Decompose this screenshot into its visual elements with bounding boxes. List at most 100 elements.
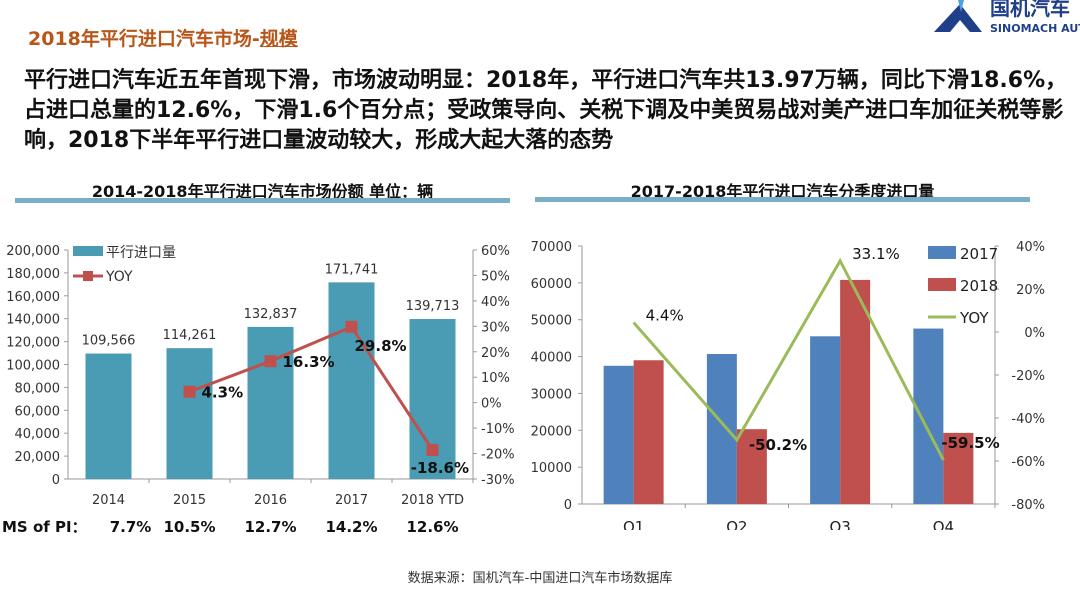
- bar-2017-Q4: [913, 328, 944, 504]
- x-tick-label: Q1: [623, 518, 644, 530]
- y-tick-label: 20,000: [15, 450, 61, 465]
- bar-2015: [166, 348, 213, 479]
- y2-tick-label: 40%: [481, 295, 510, 310]
- ms-value: 14.2%: [325, 518, 377, 536]
- y-tick-label: 140,000: [6, 313, 60, 328]
- chart1-title: 2014-2018年平行进口汽车市场份额 单位：辆: [91, 182, 434, 201]
- y2-tick-label: 10%: [481, 371, 510, 386]
- y-tick-label: 100,000: [6, 359, 60, 374]
- bar-value-label: 132,837: [244, 307, 298, 322]
- y-tick-label: 180,000: [6, 267, 60, 282]
- legend-label: YOY: [105, 269, 133, 285]
- bar-value-label: 109,566: [82, 334, 136, 349]
- yoy-line: [632, 257, 945, 461]
- y2-tick-label: 0%: [1024, 326, 1045, 341]
- y-tick-label: 20000: [531, 424, 572, 439]
- bar-2017: [328, 282, 375, 479]
- y-tick-label: 70000: [531, 240, 572, 255]
- y2-tick-label: 0%: [481, 397, 502, 412]
- y-tick-label: 30000: [531, 387, 572, 402]
- y-tick-label: 80,000: [15, 381, 61, 396]
- legend-marker: [83, 271, 93, 281]
- x-tick-label: Q4: [933, 518, 954, 530]
- x-tick-label: 2015: [173, 493, 206, 508]
- x-tick-label: 2017: [335, 493, 368, 508]
- x-tick-label: 2016: [254, 493, 287, 508]
- chart-quarterly-imports: 0 10000 20000 30000 40000 50000 60000 70000 -80%…: [531, 240, 1045, 530]
- y-tick-label: 50000: [531, 314, 572, 329]
- y-tick-label: 120,000: [6, 336, 60, 351]
- logo-text-en: SINOMACH AUTO: [990, 22, 1080, 35]
- y2-tick-label: -10%: [481, 422, 515, 437]
- x-tick-label: 2018 YTD: [401, 493, 464, 508]
- bar-2018-Q4: [943, 432, 974, 504]
- y-tick-label: 160,000: [6, 290, 60, 305]
- yoy-marker: [426, 443, 439, 456]
- ms-value: 12.7%: [244, 518, 296, 536]
- chart2-title-underline: [535, 197, 1030, 202]
- ms-value: 12.6%: [406, 518, 458, 536]
- y-tick-label: 40000: [531, 351, 572, 366]
- ms-value: 10.5%: [163, 518, 215, 536]
- legend-label: YOY: [959, 309, 989, 327]
- y-tick-label: 40,000: [15, 427, 61, 442]
- slide-title: 2018年平行进口汽车市场-规模: [28, 24, 298, 51]
- legend-swatch-bar: [73, 246, 103, 256]
- legend-swatch: [928, 278, 956, 291]
- y-tick-label: 0: [52, 473, 60, 488]
- chart2-title: 2017-2018年平行进口汽车分季度进口量: [630, 182, 935, 201]
- yoy-marker: [264, 355, 277, 368]
- legend-label: 2018: [960, 277, 998, 295]
- yoy-marker: [345, 320, 358, 333]
- bar-2014: [85, 353, 132, 479]
- legend-label: 2017: [960, 245, 998, 263]
- y-tick-label: 10000: [531, 461, 572, 476]
- yoy-line: [188, 324, 434, 451]
- y-tick-label: 60000: [531, 277, 572, 292]
- y2-tick-label: -30%: [481, 473, 515, 488]
- y2-tick-label: 20%: [481, 346, 510, 361]
- chart1-title-underline: [15, 198, 510, 203]
- y2-tick-label: -60%: [1011, 455, 1045, 470]
- legend-label: 平行进口量: [106, 245, 176, 261]
- y2-tick-label: -20%: [1011, 369, 1045, 384]
- bar-2018-Q2: [736, 429, 767, 504]
- y-tick-label: 0: [564, 498, 572, 513]
- y-tick-label: 200,000: [6, 244, 60, 259]
- bar-value-label: 171,741: [325, 262, 379, 277]
- bar-2017-Q2: [706, 353, 737, 504]
- x-tick-label: Q3: [829, 518, 850, 530]
- bar-2018-Q3: [840, 279, 871, 504]
- bar-value-label: 114,261: [163, 328, 217, 343]
- x-tick-label: Q2: [726, 518, 747, 530]
- yoy-label: 16.3%: [283, 353, 335, 371]
- headline: 平行进口汽车近五年首现下滑，市场波动明显：2018年，平行进口汽车共13.97万…: [24, 68, 1068, 153]
- yoy-marker: [183, 385, 196, 398]
- yoy-label: 4.3%: [202, 384, 244, 402]
- ms-label: MS of PI：: [2, 518, 87, 536]
- title-emphasis: 规模: [259, 28, 298, 50]
- bar-value-label: 139,713: [406, 299, 460, 314]
- logo-triangle-icon: [934, 4, 982, 32]
- bar-2017-Q3: [810, 336, 841, 504]
- yoy-label: -50.2%: [749, 436, 807, 454]
- yoy-label: 4.4%: [646, 307, 684, 325]
- chart-annual-parallel-imports: 0 20,000 40,000 60,000 80,000 100,000 120,000 1…: [2, 244, 515, 536]
- y2-tick-label: -40%: [1011, 412, 1045, 427]
- yoy-label: -18.6%: [411, 459, 469, 477]
- logo-text-cn: 国机汽车: [990, 0, 1070, 20]
- sinomach-logo: [934, 0, 982, 32]
- data-source: 数据来源：国机汽车-中国进口汽车市场数据库: [407, 571, 673, 586]
- title-prefix: 2018年平行进口汽车市场-: [28, 28, 260, 50]
- y2-tick-label: -20%: [481, 448, 515, 463]
- x-tick-label: 2014: [92, 493, 125, 508]
- yoy-label: 33.1%: [852, 245, 900, 263]
- yoy-label: 29.8%: [355, 337, 407, 355]
- y2-tick-label: 30%: [481, 320, 510, 335]
- ms-value: 7.7%: [110, 518, 152, 536]
- bar-2016: [247, 326, 294, 479]
- legend-swatch: [928, 246, 956, 259]
- y2-tick-label: 20%: [1016, 283, 1045, 298]
- yoy-label: -59.5%: [941, 434, 999, 452]
- bar-2017-Q1: [603, 365, 634, 504]
